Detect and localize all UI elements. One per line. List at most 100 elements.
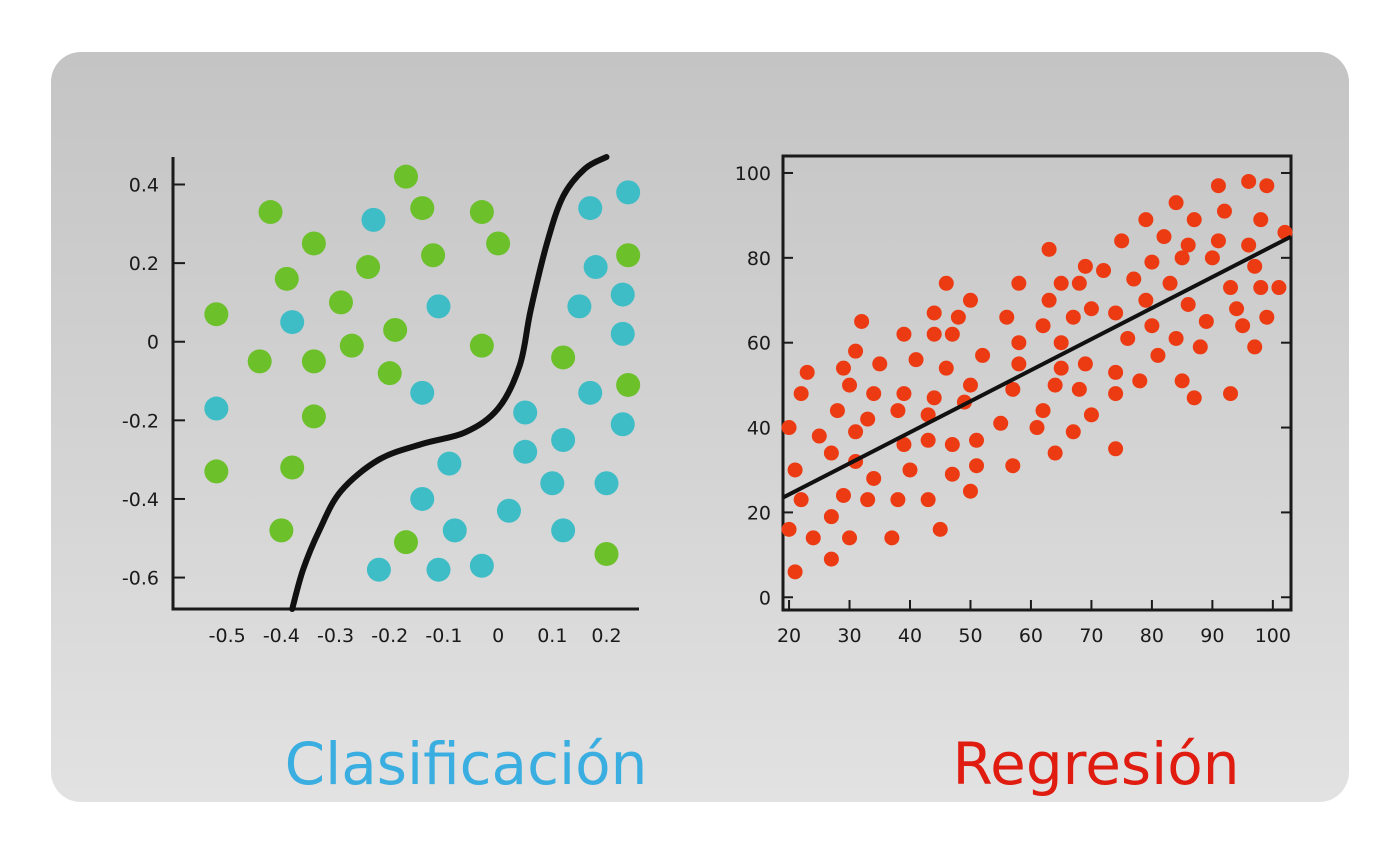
regression-point: [1071, 381, 1087, 397]
x-tick-label: 20: [777, 625, 801, 647]
regression-point: [908, 352, 924, 368]
class-a-point: [328, 290, 353, 315]
regression-point: [1210, 178, 1226, 194]
class-b-point: [469, 553, 494, 578]
class-a-point: [269, 518, 294, 543]
regression-point: [1096, 263, 1112, 279]
regression-point: [1041, 241, 1057, 257]
class-a-point: [551, 345, 576, 370]
class-a-point: [280, 455, 305, 480]
regression-plot: 100 80 60 40 20 0 20 30 40 50 60 70 80 90 100: [735, 154, 1293, 647]
class-b-point: [583, 255, 608, 280]
regression-point: [1065, 424, 1081, 440]
class-a-point: [383, 317, 408, 342]
class-b-point: [513, 439, 538, 464]
regression-point: [1247, 339, 1263, 355]
x-tick-label: 0.2: [591, 625, 621, 647]
x-tick-label: 60: [1019, 625, 1043, 647]
regression-point: [938, 360, 954, 376]
class-b-point: [410, 380, 435, 405]
x-tick-label: -0.2: [371, 625, 408, 647]
regression-point: [1053, 360, 1069, 376]
regression-point: [926, 326, 942, 342]
regression-point: [835, 487, 851, 503]
class-a-point: [356, 255, 381, 280]
x-tick-label: 100: [1255, 625, 1291, 647]
regression-point: [1144, 318, 1160, 334]
regression-point: [1005, 381, 1021, 397]
regression-point: [926, 390, 942, 406]
regression-point: [793, 492, 809, 508]
regression-point: [896, 326, 912, 342]
regression-point: [890, 492, 906, 508]
regression-point: [781, 420, 797, 436]
regression-point: [1253, 280, 1269, 296]
regression-point: [823, 509, 839, 525]
class-a-point: [258, 200, 283, 225]
regression-point: [823, 551, 839, 567]
regression-point: [1065, 309, 1081, 325]
regression-point: [1204, 250, 1220, 266]
x-tick-label: 70: [1079, 625, 1103, 647]
class-a-point: [301, 404, 326, 429]
regression-point: [1192, 339, 1208, 355]
plot-frame: [781, 154, 1293, 612]
regression-point: [944, 437, 960, 453]
regression-point: [938, 275, 954, 291]
regression-point: [1223, 386, 1239, 402]
classification-plot: 0.4 0.2 0 -0.2 -0.4 -0.6 -0.5 -0.4 -0.3 -0.2 -0.1 0…: [122, 154, 641, 647]
y-tick-label: 20: [747, 502, 771, 524]
class-b-point: [361, 207, 386, 232]
regression-point: [872, 356, 888, 372]
regression-point: [799, 364, 815, 380]
regression-point: [1114, 233, 1130, 249]
class-b-point: [280, 310, 305, 335]
regression-point: [787, 462, 803, 478]
class-b-point: [610, 282, 635, 307]
regression-point: [854, 313, 870, 329]
regression-point: [805, 530, 821, 546]
regression-point: [1108, 305, 1124, 321]
regression-point: [1083, 301, 1099, 317]
regression-point: [866, 386, 882, 402]
regression-point: [842, 377, 858, 393]
x-tick-label: 50: [958, 625, 982, 647]
class-a-point: [394, 530, 418, 555]
regression-point: [1035, 318, 1051, 334]
figure-card: 0.4 0.2 0 -0.2 -0.4 -0.6 -0.5 -0.4 -0.3 -0.2 -0.1 0…: [51, 52, 1349, 802]
regression-point: [1229, 301, 1245, 317]
class-b-point: [567, 294, 592, 319]
regression-point: [999, 309, 1015, 325]
x-tick-label: -0.1: [425, 625, 462, 647]
x-tick-label: -0.5: [209, 625, 246, 647]
class-a-point: [204, 459, 229, 484]
regression-point: [944, 466, 960, 482]
regression-point: [993, 415, 1009, 431]
regression-point: [1047, 445, 1063, 461]
regression-point: [848, 343, 864, 359]
y-tick-label: 0: [147, 332, 159, 354]
class-b-point: [610, 321, 635, 346]
x-tick-label: 40: [898, 625, 922, 647]
y-tick-label: -0.6: [122, 568, 159, 590]
regression-point: [1168, 330, 1184, 346]
class-a-point: [469, 200, 494, 225]
regression-point: [1053, 335, 1069, 351]
regression-point: [1180, 297, 1196, 313]
class-a-point: [469, 333, 494, 358]
class-b-point: [551, 427, 576, 452]
regression-point: [1011, 356, 1027, 372]
regression-point: [811, 428, 827, 444]
regression-point: [1168, 195, 1184, 211]
regression-point: [1053, 275, 1069, 291]
regression-point: [1223, 280, 1239, 296]
regression-point: [962, 377, 978, 393]
regression-point: [1156, 229, 1172, 245]
regression-point: [969, 458, 985, 474]
regression-point: [1271, 280, 1287, 296]
regression-point: [932, 521, 948, 537]
regression-point: [884, 530, 900, 546]
regression-point: [823, 445, 839, 461]
regression-point: [950, 309, 966, 325]
class-b-point: [442, 518, 467, 543]
